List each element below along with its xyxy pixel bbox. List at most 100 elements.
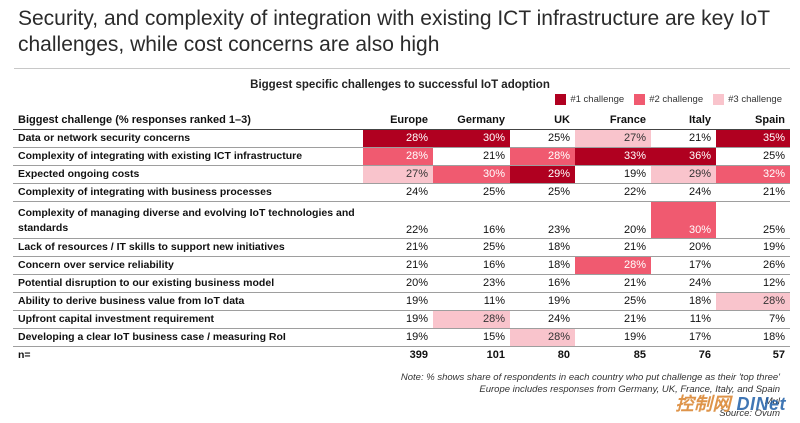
value-cell: 25%: [716, 201, 790, 239]
row-label: Lack of resources / IT skills to support…: [13, 238, 363, 257]
row-label: Upfront capital investment requirement: [13, 310, 363, 329]
value-cell: 7%: [716, 310, 790, 329]
table-row-total: n= 399 101 80 85 76 57: [13, 346, 790, 364]
value-cell: 24%: [363, 183, 433, 202]
column-header-germany: Germany: [433, 111, 510, 130]
legend-item-third: #3 challenge: [713, 94, 782, 105]
value-cell: 27%: [363, 165, 433, 184]
value-cell: 21%: [651, 129, 716, 148]
chart-title: Biggest specific challenges to successfu…: [250, 79, 550, 91]
headline-divider: [14, 68, 790, 69]
value-cell: 18%: [716, 328, 790, 347]
value-cell: 33%: [575, 147, 651, 166]
column-header-challenge: Biggest challenge (% responses ranked 1–…: [13, 111, 363, 130]
row-label: Expected ongoing costs: [13, 165, 363, 184]
column-header-uk: UK: [510, 111, 575, 130]
total-cell: 101: [486, 349, 505, 362]
value-cell: 19%: [575, 328, 651, 347]
value-cell: 28%: [363, 129, 433, 148]
total-cell: 57: [772, 349, 785, 362]
table-row: Complexity of managing diverse and evolv…: [13, 201, 790, 239]
value-cell: 12%: [716, 274, 790, 293]
value-cell: 18%: [651, 292, 716, 311]
legend-item-second: #2 challenge: [634, 94, 703, 105]
value-cell: 21%: [363, 256, 433, 275]
value-cell: 35%: [716, 129, 790, 148]
value-cell: 21%: [575, 310, 651, 329]
value-cell: 28%: [363, 147, 433, 166]
table-row: Developing a clear IoT business case / m…: [13, 328, 790, 347]
legend-swatch-first: [555, 94, 567, 105]
row-label: Concern over service reliability: [13, 256, 363, 275]
value-cell: 19%: [363, 292, 433, 311]
value-cell: 16%: [433, 201, 510, 239]
row-label: Complexity of managing diverse and evolv…: [13, 201, 363, 239]
value-cell: 19%: [716, 238, 790, 257]
value-cell: 28%: [575, 256, 651, 275]
table-row: Data or network security concerns 28% 30% 2…: [13, 129, 790, 148]
footnotes: Note: % shows share of respondents in ea…: [401, 372, 780, 420]
value-cell: 27%: [575, 129, 651, 148]
value-cell: 16%: [510, 274, 575, 293]
table-header-row: Biggest challenge (% responses ranked 1–…: [13, 111, 790, 130]
value-cell: 24%: [651, 274, 716, 293]
value-cell: 32%: [716, 165, 790, 184]
value-cell: 30%: [433, 165, 510, 184]
table-row: Upfront capital investment requirement 19…: [13, 310, 790, 329]
value-cell: 29%: [510, 165, 575, 184]
column-header-spain: Spain: [716, 111, 790, 130]
value-cell: 19%: [510, 292, 575, 311]
footnote-mul: Mul: [764, 396, 780, 407]
table-row: Concern over service reliability 21% 16% 18…: [13, 256, 790, 275]
footnote-source: Source: Ovum: [719, 408, 780, 419]
value-cell: 20%: [651, 238, 716, 257]
value-cell: 36%: [651, 147, 716, 166]
value-cell: 28%: [510, 328, 575, 347]
value-cell: 25%: [433, 238, 510, 257]
column-header-italy: Italy: [651, 111, 716, 130]
value-cell: 23%: [433, 274, 510, 293]
row-label: Developing a clear IoT business case / m…: [13, 328, 363, 347]
value-cell: 18%: [510, 256, 575, 275]
value-cell: 17%: [651, 256, 716, 275]
value-cell: 11%: [433, 292, 510, 311]
value-cell: 29%: [651, 165, 716, 184]
footnote-share: Note: % shows share of respondents in ea…: [400, 372, 780, 383]
row-label: Complexity of integrating with existing …: [13, 147, 363, 166]
value-cell: 28%: [510, 147, 575, 166]
value-cell: 26%: [716, 256, 790, 275]
total-cell: 80: [557, 349, 570, 362]
value-cell: 21%: [363, 238, 433, 257]
total-cell: 399: [409, 349, 428, 362]
table-row: Expected ongoing costs 27% 30% 29% 19% 29% 32%: [13, 165, 790, 184]
table-row: Complexity of integrating with existing …: [13, 147, 790, 166]
column-header-france: France: [575, 111, 651, 130]
value-cell: 22%: [575, 183, 651, 202]
value-cell: 21%: [716, 183, 790, 202]
table-body: Data or network security concerns 28% 30% 2…: [13, 129, 790, 364]
value-cell: 24%: [510, 310, 575, 329]
value-cell: 11%: [651, 310, 716, 329]
value-cell: 25%: [510, 129, 575, 148]
watermark-logo: 控制网 DINet: [675, 390, 786, 416]
value-cell: 23%: [510, 201, 575, 239]
legend-label-third: #3 challenge: [728, 94, 782, 105]
total-cell: 85: [633, 349, 646, 362]
legend-swatch-third: [713, 94, 725, 105]
value-cell: 17%: [651, 328, 716, 347]
legend: #1 challenge #2 challenge #3 challenge: [555, 94, 782, 105]
table-row: Potential disruption to our existing bus…: [13, 274, 790, 293]
value-cell: 30%: [433, 129, 510, 148]
value-cell: 19%: [575, 165, 651, 184]
table-row: Ability to derive business value from Io…: [13, 292, 790, 311]
total-cell: 76: [698, 349, 711, 362]
value-cell: 25%: [575, 292, 651, 311]
column-header-europe: Europe: [363, 111, 433, 130]
table-row: Complexity of integrating with business …: [13, 183, 790, 202]
watermark-text-a: 控制网: [675, 394, 737, 414]
value-cell: 25%: [716, 147, 790, 166]
legend-item-first: #1 challenge: [555, 94, 624, 105]
value-cell: 21%: [575, 274, 651, 293]
legend-label-second: #2 challenge: [649, 94, 704, 105]
value-cell: 21%: [433, 147, 510, 166]
